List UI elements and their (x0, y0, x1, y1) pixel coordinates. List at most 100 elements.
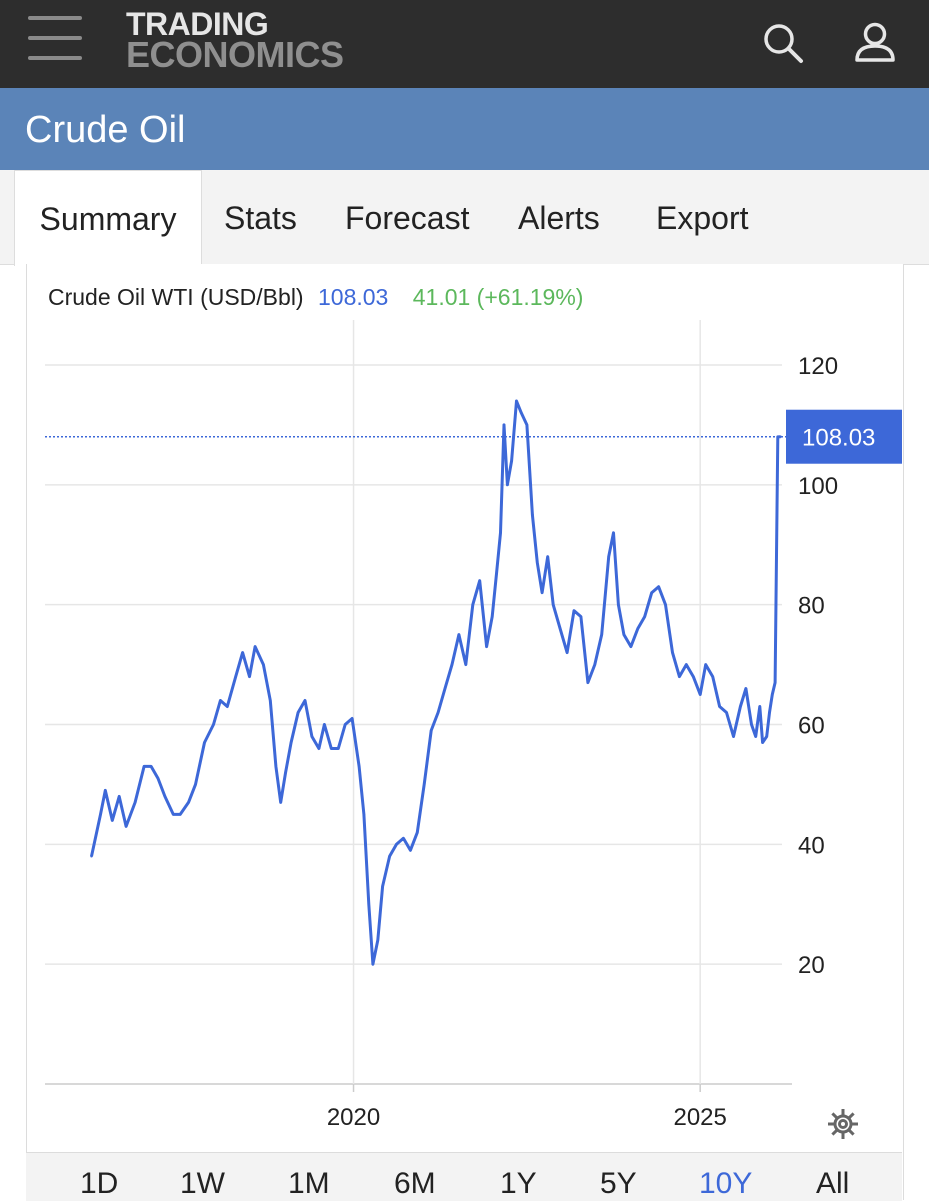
data-point (163, 795, 167, 798)
data-point (367, 903, 370, 906)
data-point (612, 531, 615, 534)
data-point (450, 663, 454, 666)
y-tick-label: 120 (798, 353, 838, 380)
data-point (111, 819, 114, 822)
data-point (212, 723, 215, 726)
data-point (698, 693, 702, 696)
data-point (219, 699, 222, 702)
y-tick-label: 20 (798, 952, 825, 979)
chart-points (90, 399, 782, 966)
tab-stats[interactable]: Stats (224, 200, 297, 236)
tab-export[interactable]: Export (656, 200, 749, 236)
data-point (664, 603, 667, 606)
data-point (593, 663, 597, 666)
data-point (471, 603, 474, 606)
range-6m[interactable]: 6M (394, 1167, 436, 1200)
data-point (423, 783, 426, 786)
data-point (371, 962, 375, 966)
data-point (636, 627, 639, 630)
current-price: 108.03 (317, 284, 389, 310)
range-1m[interactable]: 1M (288, 1167, 330, 1200)
page-title: Crude Oil (25, 109, 186, 151)
data-point (350, 717, 354, 720)
data-point (765, 735, 768, 738)
data-point (344, 723, 347, 726)
data-point (381, 885, 384, 888)
logo-line-2: ECONOMICS (126, 34, 344, 75)
data-point (536, 561, 539, 564)
data-point (388, 855, 391, 858)
range-5y[interactable]: 5Y (600, 1167, 637, 1200)
data-point (194, 783, 197, 786)
data-point (750, 723, 753, 726)
data-point (586, 681, 590, 684)
search-icon[interactable] (760, 20, 806, 66)
data-point (771, 693, 774, 696)
tab-summary[interactable]: Summary (14, 170, 202, 266)
tab-forecast[interactable]: Forecast (345, 200, 470, 236)
range-all[interactable]: All (816, 1167, 850, 1200)
data-point (704, 663, 707, 666)
tab-alerts[interactable]: Alerts (518, 200, 600, 236)
data-point (510, 459, 513, 463)
data-point (540, 591, 544, 594)
data-point (149, 765, 153, 768)
data-point (203, 741, 206, 744)
instrument-name: Crude Oil WTI (USD/Bbl) (48, 284, 304, 310)
data-point (579, 615, 583, 618)
range-1y[interactable]: 1Y (500, 1167, 537, 1200)
data-point (515, 399, 518, 403)
data-point (443, 687, 447, 690)
data-point (607, 555, 610, 558)
data-point (284, 771, 287, 774)
menu-icon[interactable] (28, 16, 86, 62)
data-point (758, 705, 762, 708)
range-10y[interactable]: 10Y (699, 1167, 753, 1200)
tab-bar: Summary Stats Forecast Alerts Export (0, 170, 929, 266)
data-point (600, 633, 603, 636)
top-navbar: TRADING ECONOMICS (0, 0, 929, 88)
last-value-box (786, 409, 902, 464)
data-point (558, 627, 562, 630)
data-point (262, 663, 265, 666)
data-point (104, 789, 107, 792)
data-point (124, 825, 128, 828)
user-icon[interactable] (852, 20, 898, 66)
data-point (732, 735, 735, 738)
chart-grid (45, 320, 792, 1092)
data-point (650, 591, 653, 594)
data-point (402, 837, 405, 840)
data-point (657, 585, 660, 588)
data-point (317, 747, 321, 750)
data-point (274, 765, 278, 768)
data-point (718, 705, 721, 708)
x-tick-label: 2020 (327, 1104, 380, 1131)
data-point (330, 747, 333, 750)
data-point (525, 423, 529, 427)
range-1w[interactable]: 1W (180, 1167, 225, 1200)
data-point (117, 795, 121, 798)
gear-icon[interactable] (825, 1106, 861, 1142)
data-point (248, 675, 251, 678)
data-point (241, 651, 244, 654)
quote-header: Crude Oil WTI (USD/Bbl) 108.03 41.01 (+6… (48, 284, 583, 311)
data-point (643, 615, 646, 618)
data-point (478, 579, 481, 582)
data-point (485, 645, 488, 648)
data-point (323, 723, 326, 726)
data-point (133, 801, 137, 804)
data-point (725, 711, 728, 714)
data-point (552, 603, 555, 606)
logo[interactable]: TRADING ECONOMICS (126, 8, 344, 73)
data-point (289, 741, 293, 744)
last-value-label: 108.03 (802, 425, 875, 452)
data-point (546, 555, 549, 558)
series-line-crude-oil-wti (90, 399, 781, 966)
x-tick-label: 2025 (673, 1104, 726, 1131)
range-1d[interactable]: 1D (80, 1167, 119, 1200)
data-point (234, 675, 237, 678)
data-point (436, 711, 440, 714)
data-point (622, 633, 626, 636)
